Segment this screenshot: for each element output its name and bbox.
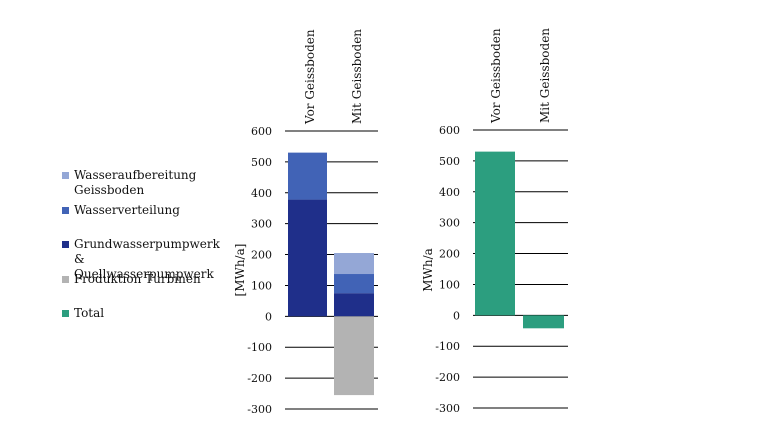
y-tick-label: -200 bbox=[435, 371, 460, 384]
bar-segment bbox=[334, 253, 374, 275]
legend-label: Total bbox=[74, 306, 105, 320]
y-tick-label: 300 bbox=[251, 218, 272, 231]
legend-label: Wasseraufbereitung Geissboden bbox=[74, 168, 197, 197]
category-label: Vor Geissboden bbox=[303, 29, 317, 125]
y-tick-label: 200 bbox=[251, 249, 272, 262]
category-label: Mit Geissboden bbox=[538, 28, 552, 123]
chart-right: 600 500 400 300 200 100 0 -100 -200 -300 Vor Geiss… bbox=[421, 28, 568, 415]
legend-item-wasserverteilung: Wasserverteilung bbox=[62, 203, 180, 218]
bar-segment bbox=[334, 274, 374, 294]
y-tick-label: 600 bbox=[439, 124, 460, 137]
legend-item-wasseraufbereitung: Wasseraufbereitung Geissboden bbox=[62, 168, 196, 198]
y-tick-label: -300 bbox=[247, 403, 272, 416]
y-tick-label: 300 bbox=[439, 217, 460, 230]
y-axis-label: MWh/a bbox=[421, 248, 435, 292]
y-tick-label: -200 bbox=[247, 372, 272, 385]
legend-label: Grundwasserpumpwerk & Quellwasserpumpwer… bbox=[74, 237, 220, 281]
legend-swatch bbox=[62, 172, 69, 179]
y-tick-label: 400 bbox=[251, 187, 272, 200]
bar-segment bbox=[288, 199, 327, 317]
bar-segment bbox=[334, 316, 374, 396]
y-tick-label: 600 bbox=[251, 125, 272, 138]
bar-segment bbox=[288, 152, 327, 200]
y-tick-label: -100 bbox=[435, 340, 460, 353]
bar-segment bbox=[334, 293, 374, 317]
bar-segment bbox=[523, 315, 564, 329]
y-tick-label: 0 bbox=[265, 310, 272, 323]
y-tick-label: 200 bbox=[439, 248, 460, 261]
legend-swatch bbox=[62, 241, 69, 248]
y-tick-label: 500 bbox=[251, 156, 272, 169]
legend-swatch bbox=[62, 276, 69, 283]
legend-item-produktion-turbinen: Produktion Turbinen bbox=[62, 272, 201, 287]
y-tick-label: 400 bbox=[439, 186, 460, 199]
y-tick-label: 500 bbox=[439, 155, 460, 168]
legend-item-total: Total bbox=[62, 306, 104, 321]
y-tick-label: -300 bbox=[435, 402, 460, 415]
y-axis-label: [MWh/a] bbox=[233, 244, 247, 297]
legend-item-grundwasserpumpwerk: Grundwasserpumpwerk & Quellwasserpumpwer… bbox=[62, 237, 232, 282]
bar-segment bbox=[475, 151, 515, 316]
y-tick-label: 100 bbox=[439, 278, 460, 291]
chart-left: 600 500 400 300 200 100 0 -100 -200 -300 Vor Geiss… bbox=[233, 29, 378, 416]
y-tick-label: 100 bbox=[251, 279, 272, 292]
legend-swatch bbox=[62, 207, 69, 214]
legend-swatch bbox=[62, 310, 69, 317]
y-tick-label: 0 bbox=[453, 309, 460, 322]
y-tick-label: -100 bbox=[247, 341, 272, 354]
legend-label: Wasserverteilung bbox=[74, 203, 180, 217]
legend-label: Produktion Turbinen bbox=[74, 272, 201, 286]
category-label: Vor Geissboden bbox=[489, 28, 503, 124]
category-label: Mit Geissboden bbox=[350, 29, 364, 124]
